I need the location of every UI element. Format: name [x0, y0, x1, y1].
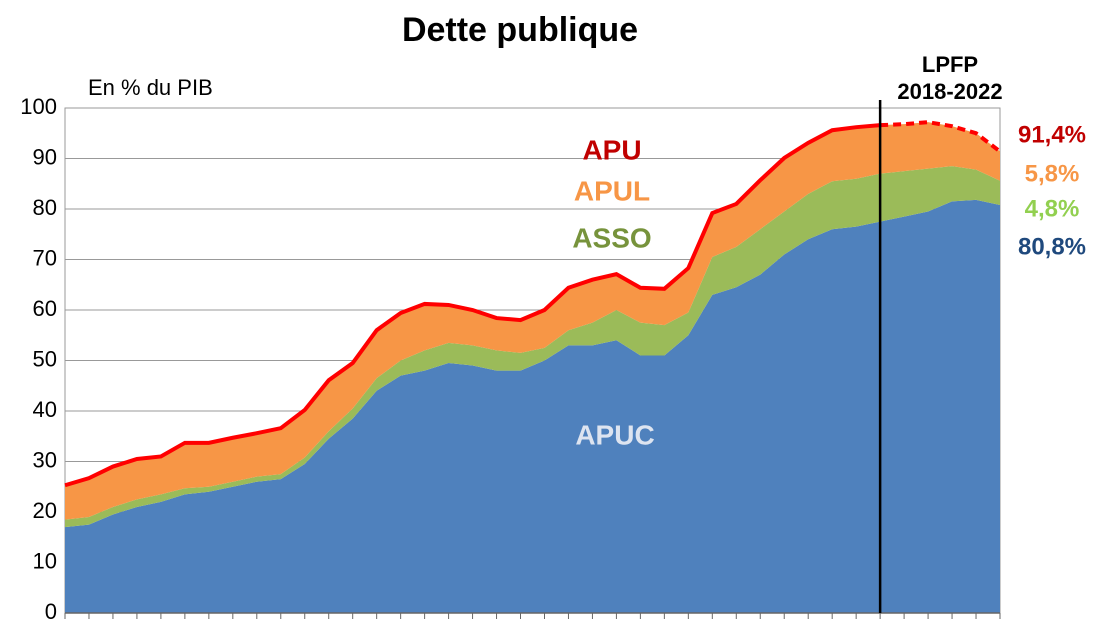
y-tick-label: 100: [20, 94, 57, 119]
line: [880, 120, 1002, 154]
annotation-text: LPFP: [922, 52, 978, 77]
end-label: 5,8%: [1025, 160, 1080, 187]
end-label: 4,8%: [1025, 195, 1080, 222]
area: [65, 166, 1000, 528]
area: [65, 199, 1000, 613]
line: [64, 123, 881, 488]
y-tick-label: 30: [33, 447, 57, 472]
y-tick-label: 90: [33, 144, 57, 169]
chart-title: Dette publique: [402, 11, 638, 49]
y-tick-label: 20: [33, 498, 57, 523]
y-tick-label: 60: [33, 296, 57, 321]
end-label: 80,8%: [1018, 233, 1086, 260]
y-tick-label: 80: [33, 195, 57, 220]
series-label: APUL: [574, 175, 650, 206]
y-tick-label: 50: [33, 346, 57, 371]
series-label: ASSO: [572, 222, 651, 253]
y-tick-label: 0: [45, 599, 57, 624]
end-label: 91,4%: [1018, 121, 1086, 148]
y-tick-label: 70: [33, 245, 57, 270]
series-label: APU: [582, 134, 641, 165]
series-label: APUC: [575, 419, 654, 450]
y-tick-label: 40: [33, 397, 57, 422]
area: [65, 122, 1000, 520]
annotation-text: 2018-2022: [897, 79, 1002, 104]
y-axis-label: En % du PIB: [88, 75, 213, 100]
y-tick-label: 10: [33, 548, 57, 573]
